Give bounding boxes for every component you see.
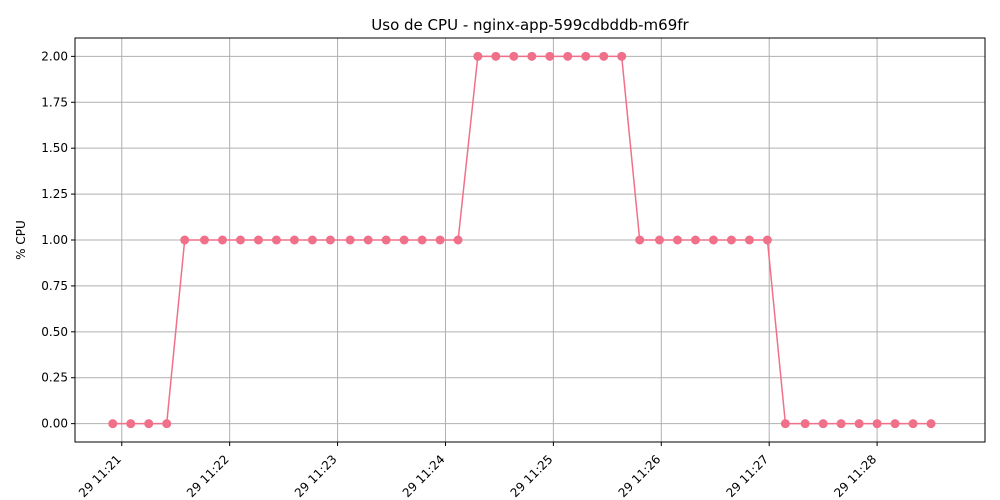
data-point [908, 419, 918, 429]
data-point [581, 51, 591, 61]
x-axis: 29 11:21 29 11:22 29 11:23 29 11:24 29 11:25… [76, 442, 879, 500]
y-tick-label: 2.00 [41, 49, 68, 63]
x-tick-label: 29 11:21 [76, 452, 124, 500]
data-point [453, 235, 463, 245]
y-tick-label: 0.00 [41, 417, 68, 431]
data-point [654, 235, 664, 245]
data-point [235, 235, 245, 245]
data-point [381, 235, 391, 245]
data-point [872, 419, 882, 429]
y-tick-label: 0.50 [41, 325, 68, 339]
data-point [307, 235, 317, 245]
data-point [253, 235, 263, 245]
y-tick-label: 0.75 [41, 279, 68, 293]
x-tick-label: 29 11:26 [616, 452, 664, 500]
y-axis: 0.00 0.25 0.50 0.75 1.00 1.25 1.50 1.75 2.00 [41, 49, 75, 431]
data-point [345, 235, 355, 245]
x-tick-label: 29 11:24 [400, 452, 448, 500]
data-point [708, 235, 718, 245]
data-point [108, 419, 118, 429]
x-tick-label: 29 11:27 [723, 452, 771, 500]
x-tick-label: 29 11:22 [184, 452, 232, 500]
data-point [217, 235, 227, 245]
data-point [672, 235, 682, 245]
data-point [617, 51, 627, 61]
data-point [363, 235, 373, 245]
data-point [800, 419, 810, 429]
data-point [126, 419, 136, 429]
data-point [491, 51, 501, 61]
data-point [744, 235, 754, 245]
x-tick-label: 29 11:28 [831, 452, 879, 500]
y-tick-label: 1.75 [41, 95, 68, 109]
data-point [635, 235, 645, 245]
y-tick-label: 1.00 [41, 233, 68, 247]
data-point [271, 235, 281, 245]
data-point [854, 419, 864, 429]
data-point [762, 235, 772, 245]
series-line [112, 55, 931, 425]
data-point [325, 235, 335, 245]
data-point [690, 235, 700, 245]
data-point [289, 235, 299, 245]
data-point [417, 235, 427, 245]
data-point [726, 235, 736, 245]
data-point [509, 51, 519, 61]
y-axis-label: % CPU [14, 220, 28, 260]
chart-title: Uso de CPU - nginx-app-599cdbddb-m69fr [371, 16, 689, 34]
y-tick-label: 0.25 [41, 371, 68, 385]
data-point [926, 419, 936, 429]
data-point [780, 419, 790, 429]
plot-series [108, 51, 936, 429]
data-point [199, 235, 209, 245]
data-point [473, 51, 483, 61]
data-point [162, 419, 172, 429]
x-tick-label: 29 11:23 [292, 452, 340, 500]
data-point [563, 51, 573, 61]
x-tick-label: 29 11:25 [508, 452, 556, 500]
data-point [144, 419, 154, 429]
data-point [527, 51, 537, 61]
data-point [818, 419, 828, 429]
data-point [836, 419, 846, 429]
y-tick-label: 1.25 [41, 187, 68, 201]
data-point [180, 235, 190, 245]
data-point [545, 51, 555, 61]
y-tick-label: 1.50 [41, 141, 68, 155]
data-point [890, 419, 900, 429]
data-point [435, 235, 445, 245]
data-point [399, 235, 409, 245]
data-point [599, 51, 609, 61]
